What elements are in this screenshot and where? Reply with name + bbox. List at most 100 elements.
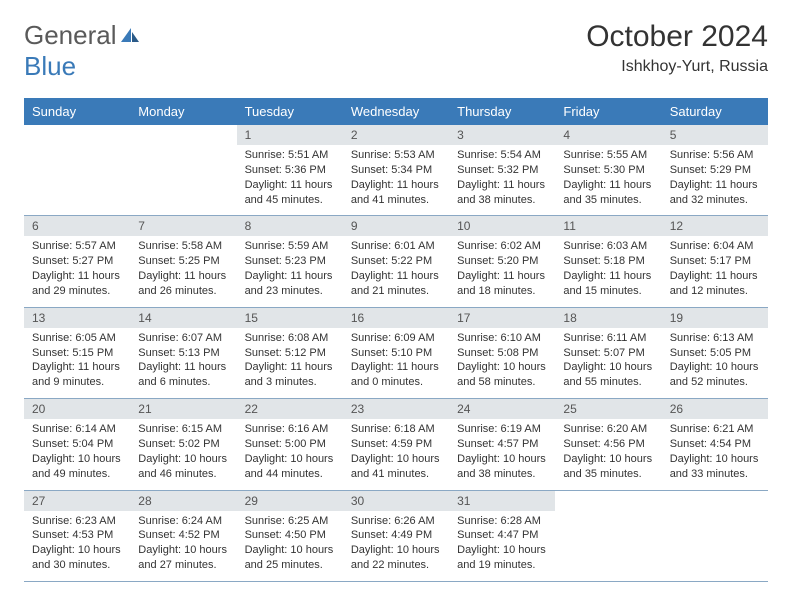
day-number: 29 (237, 491, 343, 511)
day-number: 18 (555, 308, 661, 328)
sunset-line: Sunset: 4:52 PM (138, 528, 228, 543)
sunset-line: Sunset: 4:47 PM (457, 528, 547, 543)
calendar-cell: 5 Sunrise: 5:56 AMSunset: 5:29 PMDaylight… (662, 125, 768, 216)
day-number: 27 (24, 491, 130, 511)
day-content: Sunrise: 5:54 AMSunset: 5:32 PMDaylight:… (449, 145, 555, 215)
day-number: 8 (237, 216, 343, 236)
day-number: 12 (662, 216, 768, 236)
daylight-line: Daylight: 11 hours and 18 minutes. (457, 269, 547, 299)
calendar-cell: 31Sunrise: 6:28 AMSunset: 4:47 PMDayligh… (449, 490, 555, 581)
sunrise-line: Sunrise: 5:56 AM (670, 148, 760, 163)
sunset-line: Sunset: 5:18 PM (563, 254, 653, 269)
daylight-line: Daylight: 11 hours and 12 minutes. (670, 269, 760, 299)
sunrise-line: Sunrise: 6:20 AM (563, 422, 653, 437)
sunrise-line: Sunrise: 6:15 AM (138, 422, 228, 437)
daylight-line: Daylight: 11 hours and 3 minutes. (245, 360, 335, 390)
sunset-line: Sunset: 5:29 PM (670, 163, 760, 178)
day-content: Sunrise: 6:14 AMSunset: 5:04 PMDaylight:… (24, 419, 130, 489)
day-content: Sunrise: 5:53 AMSunset: 5:34 PMDaylight:… (343, 145, 449, 215)
location-label: Ishkhoy-Yurt, Russia (586, 58, 768, 76)
day-number: 9 (343, 216, 449, 236)
daylight-line: Daylight: 11 hours and 32 minutes. (670, 178, 760, 208)
sunrise-line: Sunrise: 6:09 AM (351, 331, 441, 346)
sunrise-line: Sunrise: 5:51 AM (245, 148, 335, 163)
sunset-line: Sunset: 4:53 PM (32, 528, 122, 543)
day-content: Sunrise: 6:26 AMSunset: 4:49 PMDaylight:… (343, 511, 449, 581)
logo-text-gray: General (24, 20, 117, 50)
calendar-cell: 4Sunrise: 5:55 AMSunset: 5:30 PMDaylight… (555, 125, 661, 216)
day-number: 5 (662, 125, 768, 145)
daylight-line: Daylight: 11 hours and 38 minutes. (457, 178, 547, 208)
sunset-line: Sunset: 5:36 PM (245, 163, 335, 178)
calendar-cell: 17Sunrise: 6:10 AMSunset: 5:08 PMDayligh… (449, 307, 555, 398)
weekday-header: Thursday (449, 98, 555, 125)
calendar-cell: 20Sunrise: 6:14 AMSunset: 5:04 PMDayligh… (24, 399, 130, 490)
day-content: Sunrise: 6:15 AMSunset: 5:02 PMDaylight:… (130, 419, 236, 489)
sunset-line: Sunset: 5:22 PM (351, 254, 441, 269)
day-content: Sunrise: 6:04 AMSunset: 5:17 PMDaylight:… (662, 236, 768, 306)
daylight-line: Daylight: 11 hours and 15 minutes. (563, 269, 653, 299)
sunset-line: Sunset: 5:02 PM (138, 437, 228, 452)
daylight-line: Daylight: 11 hours and 41 minutes. (351, 178, 441, 208)
day-content: Sunrise: 6:11 AMSunset: 5:07 PMDaylight:… (555, 328, 661, 398)
day-content: Sunrise: 6:19 AMSunset: 4:57 PMDaylight:… (449, 419, 555, 489)
sunset-line: Sunset: 5:27 PM (32, 254, 122, 269)
sunrise-line: Sunrise: 6:13 AM (670, 331, 760, 346)
day-number: 25 (555, 399, 661, 419)
weekday-header: Wednesday (343, 98, 449, 125)
sunrise-line: Sunrise: 5:54 AM (457, 148, 547, 163)
daylight-line: Daylight: 11 hours and 0 minutes. (351, 360, 441, 390)
sunrise-line: Sunrise: 6:02 AM (457, 239, 547, 254)
calendar-cell (555, 490, 661, 581)
sunrise-line: Sunrise: 6:21 AM (670, 422, 760, 437)
weekday-header: Monday (130, 98, 236, 125)
calendar-row: 13Sunrise: 6:05 AMSunset: 5:15 PMDayligh… (24, 307, 768, 398)
sunset-line: Sunset: 5:23 PM (245, 254, 335, 269)
calendar-cell: 24Sunrise: 6:19 AMSunset: 4:57 PMDayligh… (449, 399, 555, 490)
day-number: 2 (343, 125, 449, 145)
calendar-cell: 9Sunrise: 6:01 AMSunset: 5:22 PMDaylight… (343, 216, 449, 307)
daylight-line: Daylight: 10 hours and 27 minutes. (138, 543, 228, 573)
calendar-cell: 3Sunrise: 5:54 AMSunset: 5:32 PMDaylight… (449, 125, 555, 216)
sunrise-line: Sunrise: 6:07 AM (138, 331, 228, 346)
sunset-line: Sunset: 5:10 PM (351, 346, 441, 361)
day-content: Sunrise: 6:07 AMSunset: 5:13 PMDaylight:… (130, 328, 236, 398)
day-number: 7 (130, 216, 236, 236)
day-number: 22 (237, 399, 343, 419)
sunrise-line: Sunrise: 6:23 AM (32, 514, 122, 529)
calendar-cell: 27Sunrise: 6:23 AMSunset: 4:53 PMDayligh… (24, 490, 130, 581)
day-number: 16 (343, 308, 449, 328)
day-content: Sunrise: 6:20 AMSunset: 4:56 PMDaylight:… (555, 419, 661, 489)
day-number: 24 (449, 399, 555, 419)
day-content: Sunrise: 6:05 AMSunset: 5:15 PMDaylight:… (24, 328, 130, 398)
daylight-line: Daylight: 11 hours and 35 minutes. (563, 178, 653, 208)
weekday-header: Friday (555, 98, 661, 125)
day-number: 17 (449, 308, 555, 328)
sunset-line: Sunset: 4:56 PM (563, 437, 653, 452)
day-content: Sunrise: 6:03 AMSunset: 5:18 PMDaylight:… (555, 236, 661, 306)
sunrise-line: Sunrise: 6:26 AM (351, 514, 441, 529)
weekday-header: Tuesday (237, 98, 343, 125)
sunset-line: Sunset: 5:30 PM (563, 163, 653, 178)
day-number: 3 (449, 125, 555, 145)
day-number: 15 (237, 308, 343, 328)
daylight-line: Daylight: 10 hours and 35 minutes. (563, 452, 653, 482)
calendar-cell: 14Sunrise: 6:07 AMSunset: 5:13 PMDayligh… (130, 307, 236, 398)
sunset-line: Sunset: 5:25 PM (138, 254, 228, 269)
day-number: 20 (24, 399, 130, 419)
day-number: 13 (24, 308, 130, 328)
sunset-line: Sunset: 5:08 PM (457, 346, 547, 361)
calendar-cell: 23Sunrise: 6:18 AMSunset: 4:59 PMDayligh… (343, 399, 449, 490)
sunrise-line: Sunrise: 6:01 AM (351, 239, 441, 254)
calendar-cell: 30Sunrise: 6:26 AMSunset: 4:49 PMDayligh… (343, 490, 449, 581)
sunrise-line: Sunrise: 5:55 AM (563, 148, 653, 163)
calendar-cell: 25Sunrise: 6:20 AMSunset: 4:56 PMDayligh… (555, 399, 661, 490)
sunrise-line: Sunrise: 6:25 AM (245, 514, 335, 529)
calendar-cell: 19Sunrise: 6:13 AMSunset: 5:05 PMDayligh… (662, 307, 768, 398)
sunset-line: Sunset: 4:57 PM (457, 437, 547, 452)
sunset-line: Sunset: 4:49 PM (351, 528, 441, 543)
calendar-cell: 13Sunrise: 6:05 AMSunset: 5:15 PMDayligh… (24, 307, 130, 398)
day-content: Sunrise: 6:01 AMSunset: 5:22 PMDaylight:… (343, 236, 449, 306)
day-number: 11 (555, 216, 661, 236)
sunset-line: Sunset: 4:50 PM (245, 528, 335, 543)
